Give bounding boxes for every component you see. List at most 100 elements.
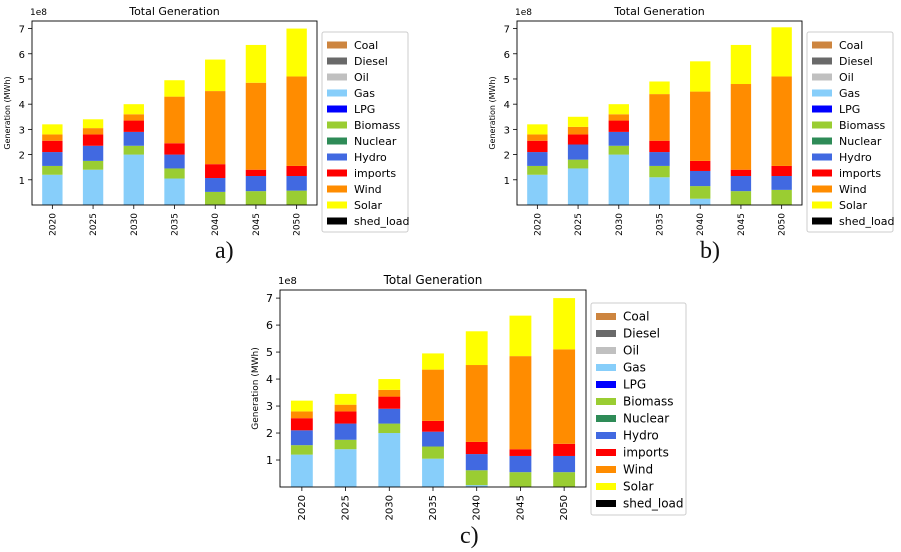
bar-imports-2020	[42, 140, 63, 153]
x-tick-label: 2025	[574, 213, 584, 236]
bar-Biomass-2045	[730, 191, 752, 205]
bar-imports-2020	[527, 140, 548, 153]
scale-label: 1e8	[278, 276, 297, 287]
x-tick-label: 2030	[130, 213, 140, 236]
bar-Solar-2045	[730, 44, 752, 85]
bar-Solar-2020	[42, 124, 63, 135]
legend-label-imports: imports	[839, 167, 881, 180]
legend-label-Gas: Gas	[354, 87, 375, 100]
y-tick-label: 6	[19, 50, 25, 61]
legend-swatch-Coal	[327, 41, 347, 49]
caption-b: b)	[700, 238, 720, 264]
chart-1: Total Generation 1e8 Generation (MWh) 2020 2…	[488, 5, 894, 236]
y-tick-label: 4	[19, 100, 25, 111]
bar-Solar-2040	[465, 331, 488, 366]
legend-swatch-imports	[812, 169, 832, 177]
bar-Biomass-2030	[123, 145, 144, 155]
chart-title: Total Generation	[613, 5, 705, 18]
bar-Hydro-2040	[205, 178, 226, 192]
bar-Hydro-2020	[290, 430, 313, 446]
bar-Hydro-2040	[690, 170, 711, 187]
bar-imports-2030	[608, 120, 629, 132]
y-axis-label: Generation (MWh)	[3, 76, 12, 149]
x-tick-label: 2050	[293, 213, 303, 236]
bar-Hydro-2020	[527, 152, 548, 166]
y-tick-label: 1	[19, 176, 25, 187]
legend-label-Diesel: Diesel	[623, 327, 660, 341]
bar-Hydro-2045	[509, 455, 532, 473]
y-tick-label: 2	[504, 151, 510, 162]
x-tick-label: 2050	[778, 213, 788, 236]
legend-swatch-Wind	[596, 466, 616, 473]
bar-Solar-2020	[527, 124, 548, 135]
bar-imports-2025	[567, 134, 589, 145]
bar-Solar-2030	[608, 104, 629, 115]
legend: Coal Diesel Oil Gas LPG Biomass Nuclear Hydro im…	[806, 31, 894, 233]
bar-Hydro-2020	[42, 152, 63, 166]
bar-Hydro-2025	[334, 423, 357, 440]
bar-Biomass-2025	[334, 439, 357, 450]
x-tick-label: 2035	[171, 213, 181, 236]
legend: Coal Diesel Oil Gas LPG Biomass Nuclear Hydro im…	[321, 31, 409, 233]
bar-Solar-2050	[771, 27, 792, 77]
legend-swatch-Gas	[596, 364, 616, 371]
legend-label-LPG: LPG	[354, 103, 375, 116]
legend-swatch-LPG	[596, 381, 616, 388]
legend-label-shed_load: shed_load	[839, 215, 894, 228]
y-tick-label: 3	[504, 125, 510, 136]
legend-label-LPG: LPG	[623, 378, 646, 392]
bar-Solar-2050	[286, 28, 307, 77]
x-tick-label: 2020	[297, 495, 308, 520]
bar-Wind-2040	[205, 91, 226, 165]
legend-label-Wind: Wind	[623, 463, 653, 477]
bar-Hydro-2050	[771, 176, 792, 190]
bar-Gas-2020	[290, 454, 313, 487]
y-tick-label: 6	[266, 319, 273, 332]
bar-imports-2050	[286, 165, 307, 177]
bar-Gas-2035	[164, 178, 185, 205]
legend-swatch-Hydro	[812, 153, 832, 161]
caption-a: a)	[215, 238, 234, 264]
legend-label-Oil: Oil	[623, 344, 639, 358]
legend-swatch-Oil	[596, 347, 616, 354]
bar-Wind-2030	[123, 114, 144, 121]
bar-Biomass-2050	[553, 472, 576, 487]
chart-2: Total Generation 1e8 Generation (MWh) 2020 2…	[251, 273, 687, 520]
bar-imports-2035	[422, 420, 444, 432]
legend-label-Nuclear: Nuclear	[623, 412, 669, 426]
bar-Wind-2025	[334, 404, 357, 412]
bar-Wind-2045	[509, 356, 532, 450]
bar-Hydro-2035	[649, 152, 670, 166]
x-tick-label: 2035	[428, 495, 439, 520]
legend-label-Solar: Solar	[354, 199, 383, 212]
legend-swatch-shed_load	[812, 217, 832, 225]
bar-Biomass-2050	[286, 190, 307, 205]
bar-Wind-2025	[567, 126, 589, 135]
bar-Biomass-2020	[527, 165, 548, 175]
bar-Gas-2030	[608, 154, 629, 205]
y-tick-label: 3	[19, 125, 25, 136]
legend-swatch-Oil	[812, 73, 832, 81]
legend-label-Oil: Oil	[839, 71, 854, 84]
bar-Hydro-2035	[422, 431, 444, 447]
y-axis-label: Generation (MWh)	[488, 76, 497, 149]
legend-swatch-LPG	[327, 105, 347, 113]
bar-Solar-2050	[553, 298, 576, 350]
chart-0: Total Generation 1e8 Generation (MWh) 2020 2…	[3, 5, 409, 236]
bar-Wind-2030	[608, 114, 629, 121]
legend-swatch-Hydro	[596, 432, 616, 439]
legend-label-imports: imports	[354, 167, 396, 180]
legend-swatch-Coal	[596, 313, 616, 320]
y-tick-label: 5	[266, 346, 273, 359]
x-tick-label: 2025	[89, 213, 99, 236]
bar-Wind-2050	[771, 76, 792, 166]
legend-label-Hydro: Hydro	[623, 429, 659, 443]
legend-frame	[806, 31, 894, 233]
legend-swatch-Nuclear	[812, 137, 832, 145]
y-tick-label: 7	[266, 292, 273, 305]
caption-c: c)	[460, 523, 479, 549]
y-tick-label: 1	[504, 176, 510, 187]
scale-label: 1e8	[515, 8, 532, 18]
bar-Hydro-2050	[286, 176, 307, 191]
